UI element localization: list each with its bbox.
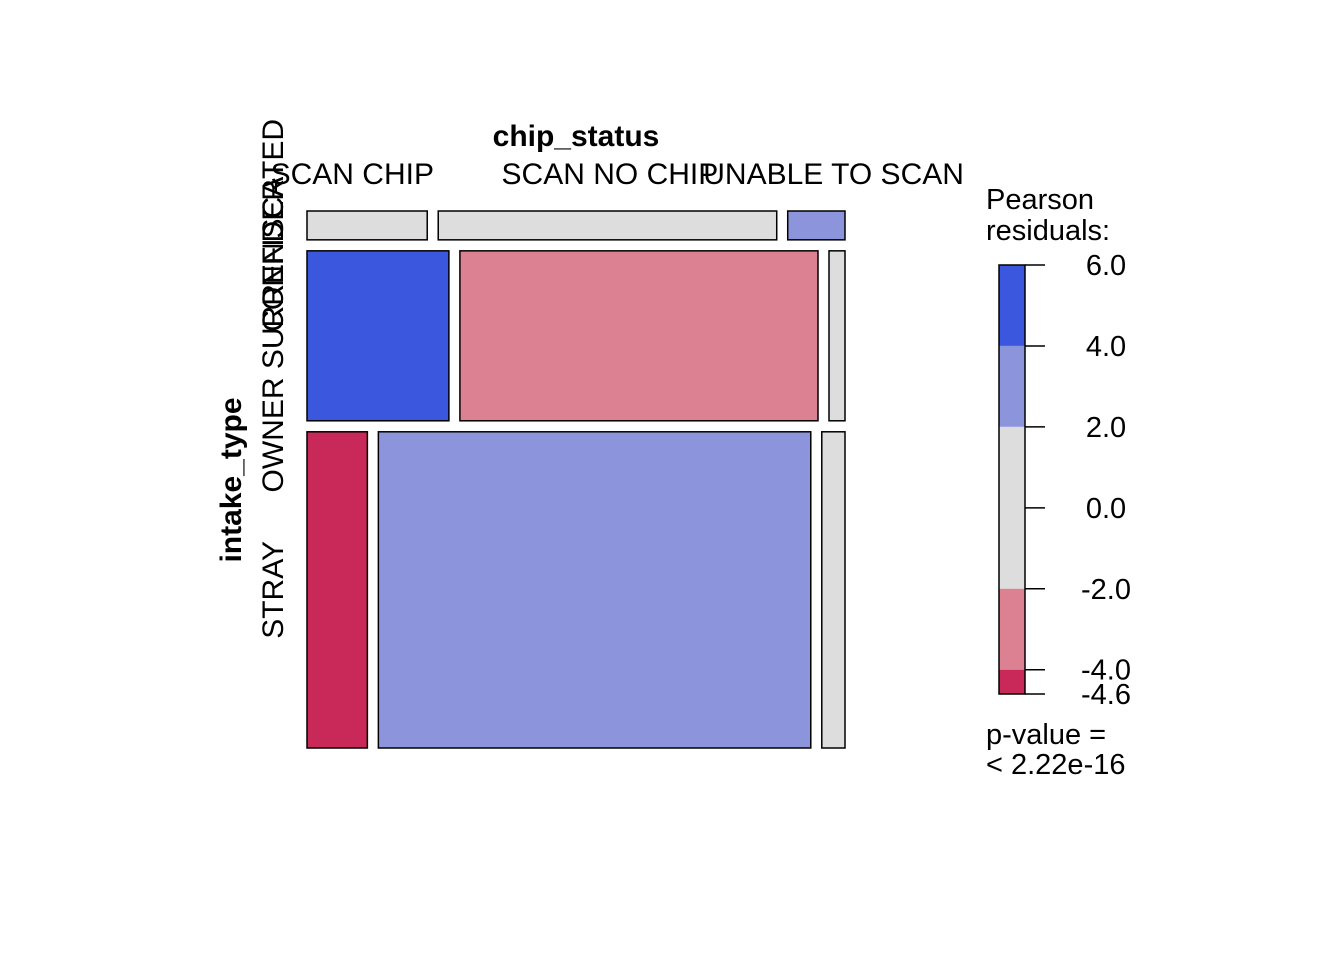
tile-confiscated-scan-chip xyxy=(306,210,428,241)
legend-tick-label: -2.0 xyxy=(1081,574,1131,606)
legend-tick-label: 2.0 xyxy=(1086,412,1126,444)
pvalue-line2: < 2.22e-16 xyxy=(986,749,1125,781)
x-variable-label: chip_status xyxy=(493,120,660,153)
tile-stray-unable-to-scan xyxy=(821,431,846,749)
tile-owner-surrender-scan-no-chip xyxy=(459,250,819,422)
tile-confiscated-scan-no-chip xyxy=(437,210,778,241)
legend-color-bands xyxy=(998,264,1026,695)
y-label-owner-surrender: OWNER SURRENDER xyxy=(257,179,290,492)
x-label-scan-chip: SCAN CHIP xyxy=(271,158,434,191)
legend-tick-label: 0.0 xyxy=(1086,493,1126,525)
x-label-scan-no-chip: SCAN NO CHIP xyxy=(502,158,719,191)
tile-confiscated-unable-to-scan xyxy=(786,210,846,241)
pvalue-line1: p-value = xyxy=(986,719,1106,751)
tile-owner-surrender-unable-to-scan xyxy=(828,250,846,422)
legend-tick-label: 6.0 xyxy=(1086,250,1126,282)
tile-stray-scan-chip xyxy=(306,431,369,749)
legend-band-4-6-to-4 xyxy=(999,669,1025,694)
y-label-confiscated: CONFISCATED xyxy=(257,119,290,332)
legend-band-4-to-6 xyxy=(999,265,1025,346)
y-label-stray: STRAY xyxy=(257,541,290,639)
mosaic-tiles xyxy=(306,210,846,749)
legend-frame xyxy=(998,264,1026,695)
legend-ticks: 6.0 4.0 2.0 0.0 -2.0 -4.0-4.6 xyxy=(1025,250,1131,711)
legend-tick-label: -4.6 xyxy=(1081,679,1131,711)
legend-tick-label: 4.0 xyxy=(1086,331,1126,363)
legend-title-line1: Pearson xyxy=(986,184,1094,216)
tile-owner-surrender-scan-chip xyxy=(306,250,450,422)
tile-stray-scan-no-chip xyxy=(377,431,812,749)
x-label-unable-to-scan: UNABLE TO SCAN xyxy=(703,158,964,191)
legend-band-4-to-2 xyxy=(999,588,1025,670)
legend-band-2-to-2 xyxy=(999,426,1025,589)
legend-band-2-to-4 xyxy=(999,345,1025,427)
residual-legend: Pearson residuals: 6.0 4.0 2.0 0.0 -2.0 -4.0-… xyxy=(986,184,1131,781)
legend-title-line2: residuals: xyxy=(986,215,1110,247)
y-variable-label: intake_type xyxy=(215,397,248,562)
legend-tick-label: -4.0 xyxy=(1081,655,1131,687)
